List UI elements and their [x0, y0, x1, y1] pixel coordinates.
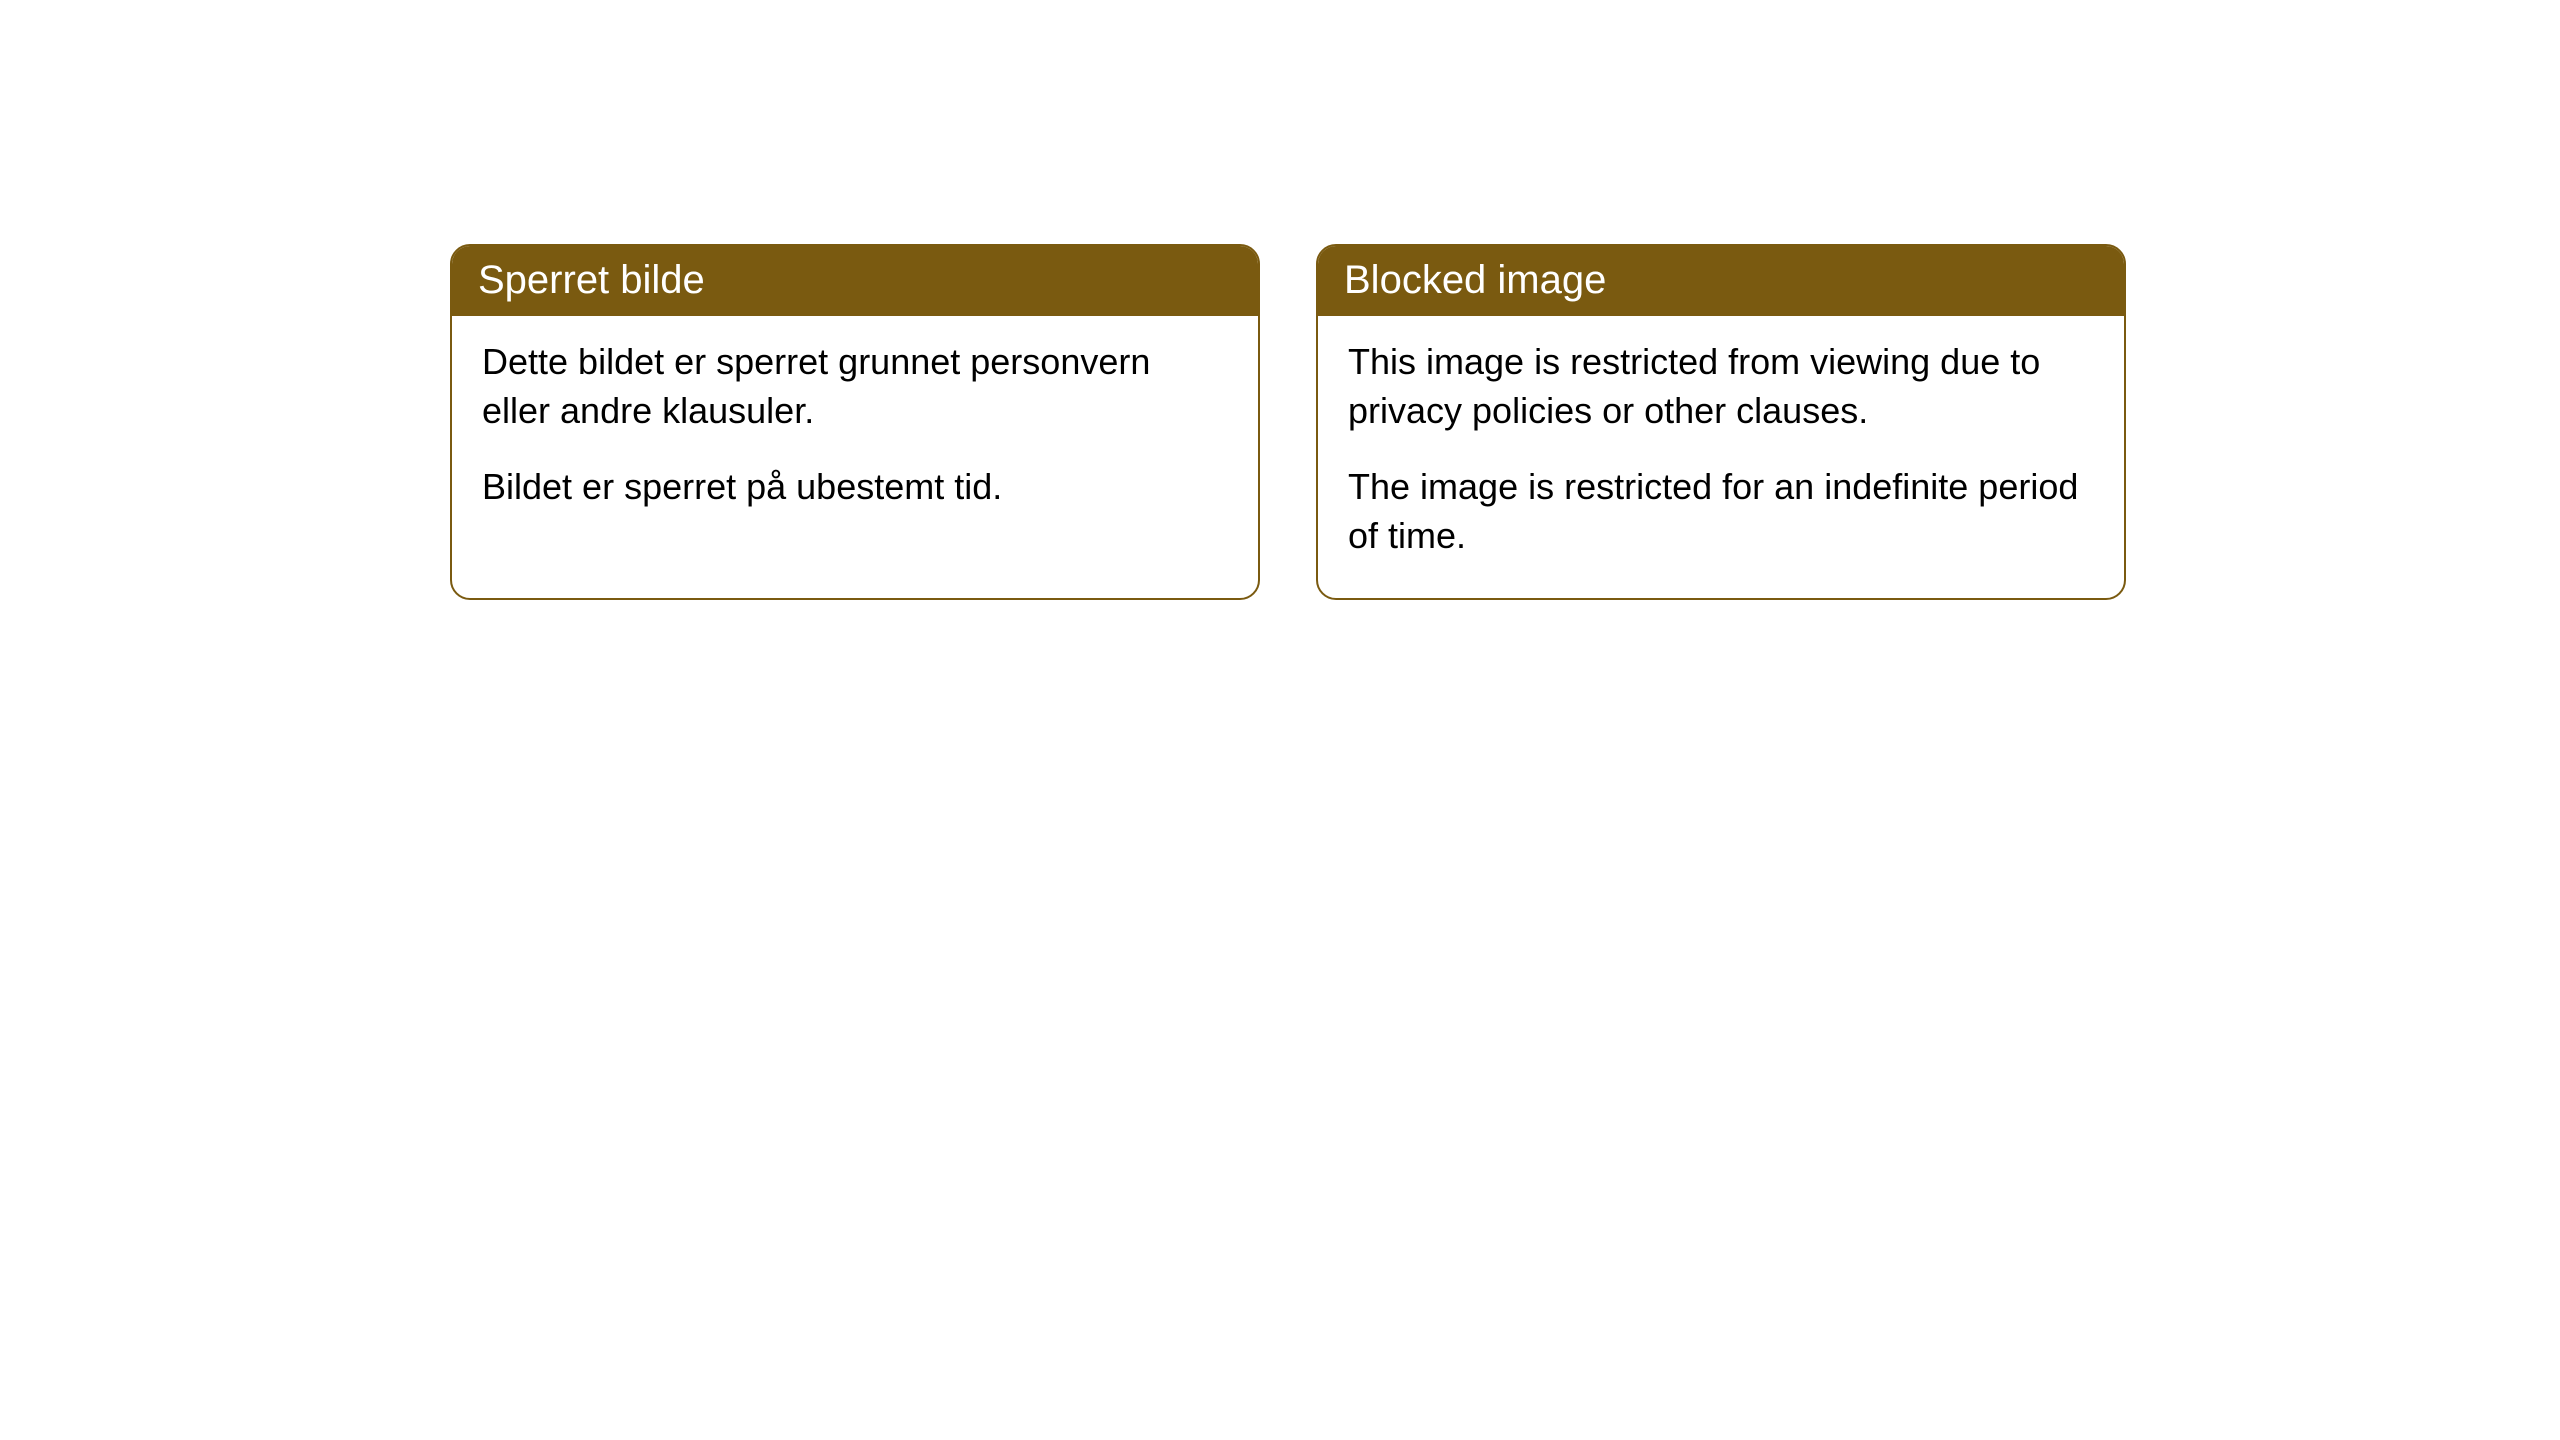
card-header: Blocked image: [1318, 246, 2124, 316]
blocked-image-card-english: Blocked image This image is restricted f…: [1316, 244, 2126, 600]
card-body: This image is restricted from viewing du…: [1318, 316, 2124, 598]
notice-cards-container: Sperret bilde Dette bildet er sperret gr…: [0, 0, 2560, 600]
blocked-image-card-norwegian: Sperret bilde Dette bildet er sperret gr…: [450, 244, 1260, 600]
card-body: Dette bildet er sperret grunnet personve…: [452, 316, 1258, 550]
card-paragraph: The image is restricted for an indefinit…: [1348, 463, 2094, 560]
card-paragraph: This image is restricted from viewing du…: [1348, 338, 2094, 435]
card-paragraph: Bildet er sperret på ubestemt tid.: [482, 463, 1228, 512]
card-paragraph: Dette bildet er sperret grunnet personve…: [482, 338, 1228, 435]
card-header: Sperret bilde: [452, 246, 1258, 316]
